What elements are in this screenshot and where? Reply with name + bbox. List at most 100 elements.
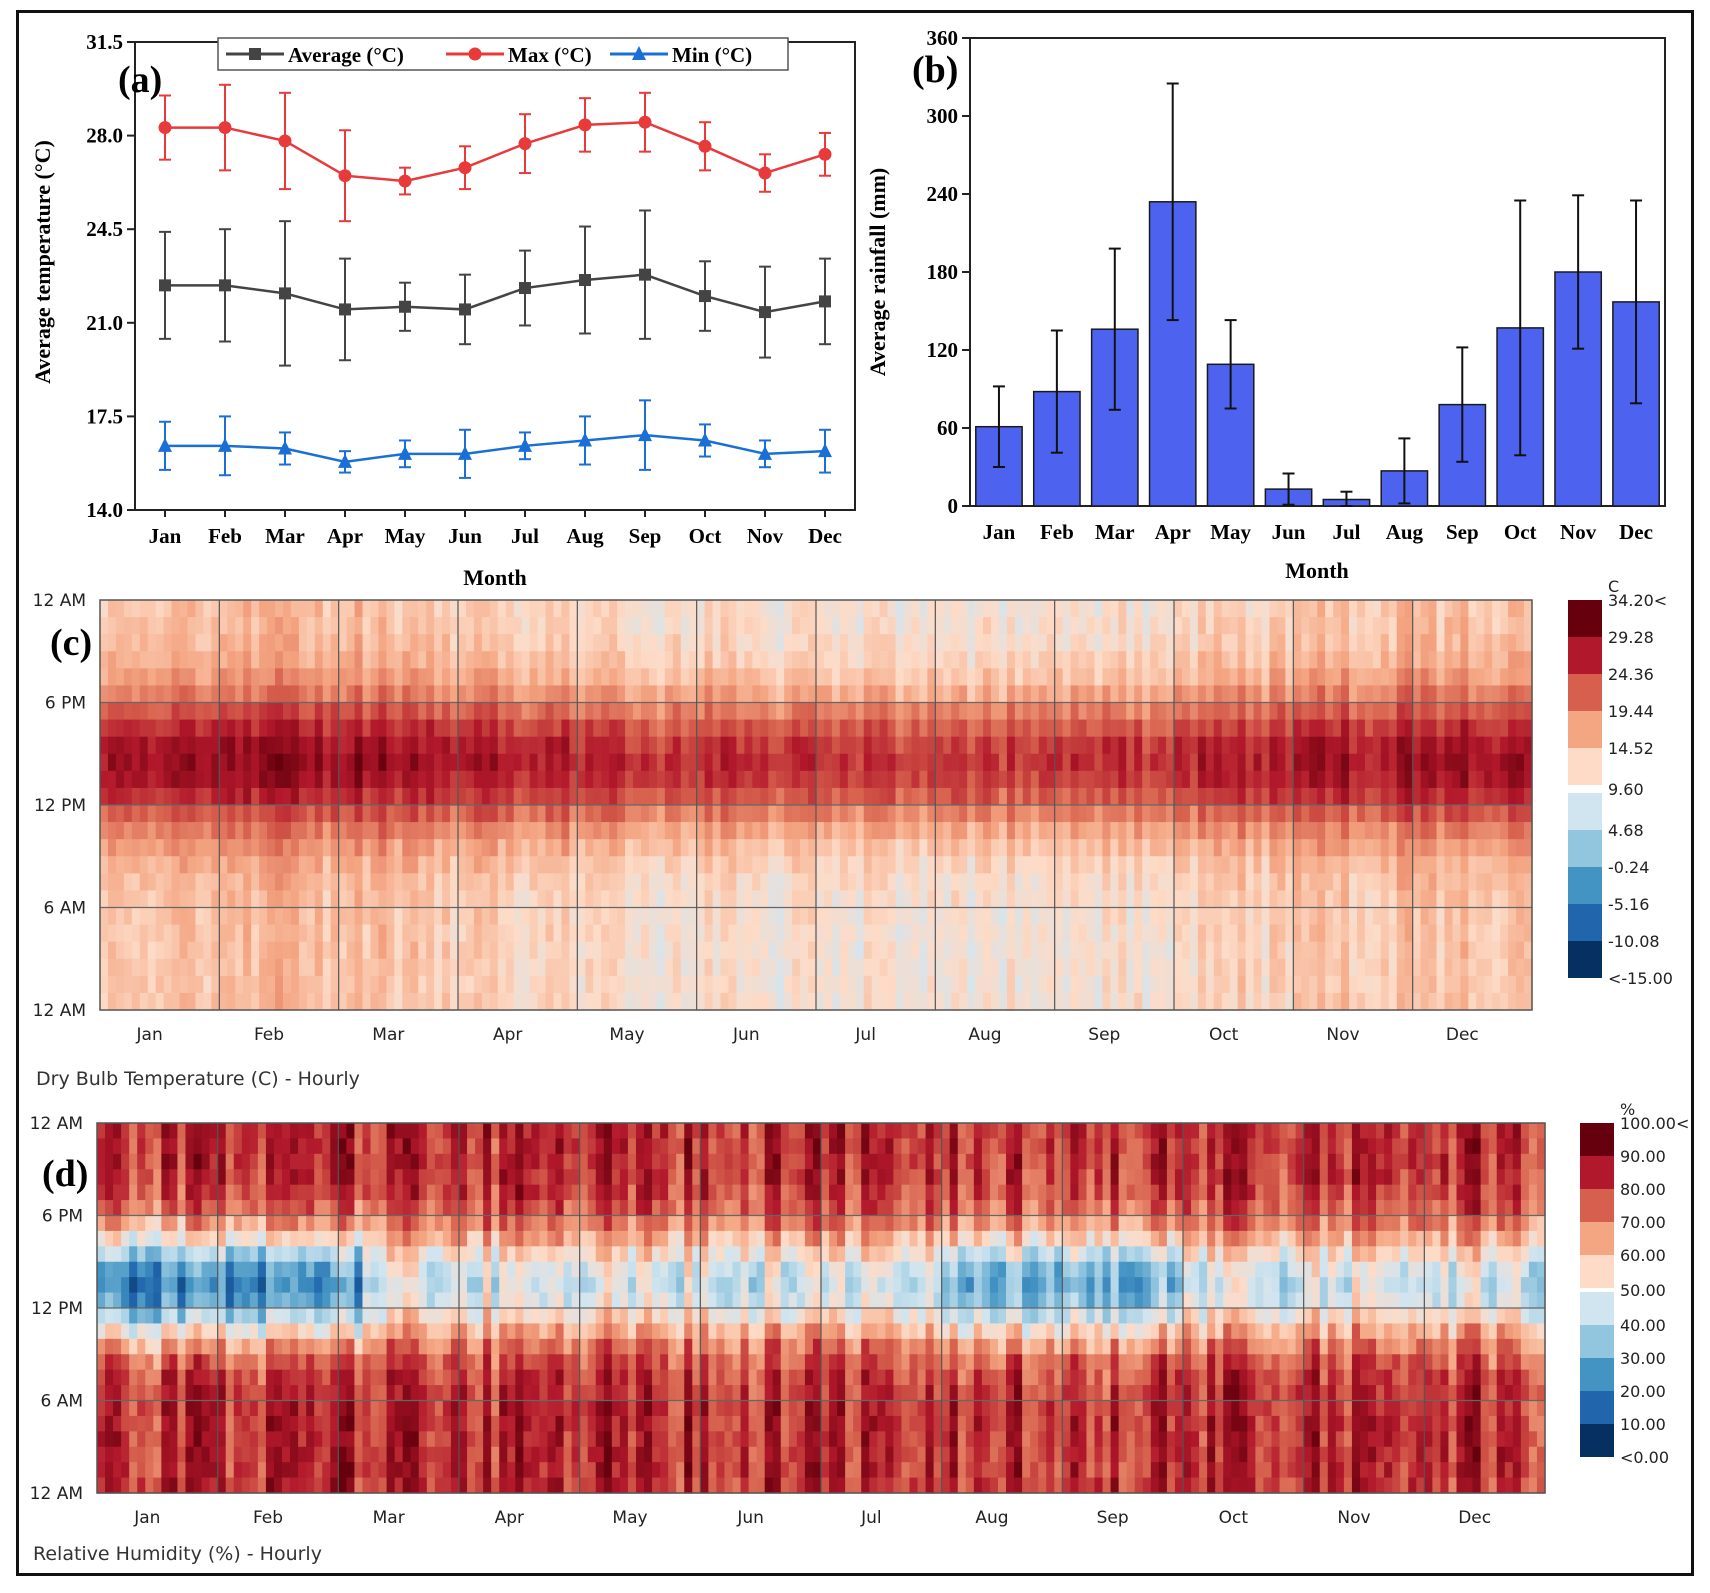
c-cell bbox=[998, 787, 1008, 806]
c-cell bbox=[211, 736, 220, 755]
c-cell bbox=[481, 907, 491, 926]
c-cell bbox=[1134, 805, 1143, 823]
c-colorbar-label: 14.52 bbox=[1608, 739, 1654, 758]
c-cell bbox=[147, 634, 157, 652]
c-cell bbox=[1452, 992, 1461, 1011]
c-cell bbox=[227, 941, 236, 960]
c-cell bbox=[895, 873, 905, 892]
c-cell bbox=[633, 685, 642, 704]
c-cell bbox=[609, 873, 618, 892]
c-cell bbox=[1126, 617, 1135, 635]
c-cell bbox=[1436, 992, 1446, 1011]
c-cell bbox=[1237, 787, 1247, 806]
c-cell bbox=[505, 856, 515, 874]
c-cell bbox=[1508, 736, 1517, 755]
c-cell bbox=[155, 907, 165, 926]
c-cell bbox=[776, 992, 785, 1011]
c-cell bbox=[640, 856, 650, 874]
c-ytick-label: 12 AM bbox=[33, 591, 86, 611]
c-cell bbox=[1516, 941, 1525, 960]
c-cell bbox=[792, 975, 801, 994]
d-cell bbox=[129, 1215, 138, 1232]
c-cell bbox=[688, 668, 698, 687]
c-cell bbox=[513, 975, 523, 994]
c-cell bbox=[282, 685, 292, 704]
c-cell bbox=[553, 805, 563, 823]
c-cell bbox=[1229, 975, 1239, 994]
c-cell bbox=[426, 924, 435, 943]
c-cell bbox=[951, 651, 960, 669]
c-cell bbox=[473, 890, 483, 909]
c-cell bbox=[155, 651, 165, 669]
c-cell bbox=[1404, 975, 1414, 994]
c-cell bbox=[1364, 617, 1374, 635]
c-cell bbox=[1205, 702, 1215, 721]
c-cell bbox=[1277, 685, 1286, 704]
c-cell bbox=[545, 685, 555, 704]
c-cell bbox=[1166, 805, 1175, 823]
c-cell bbox=[1134, 873, 1143, 892]
c-cell bbox=[1349, 941, 1358, 960]
c-cell bbox=[1181, 634, 1191, 652]
c-cell bbox=[1006, 668, 1016, 687]
c-cell bbox=[1452, 805, 1461, 823]
c-cell bbox=[752, 941, 761, 960]
d-cell bbox=[193, 1246, 203, 1263]
a-point bbox=[638, 115, 652, 129]
c-cell bbox=[959, 787, 968, 806]
c-cell bbox=[1396, 702, 1406, 721]
c-cell bbox=[370, 822, 380, 840]
c-cell bbox=[863, 787, 873, 806]
d-cell bbox=[97, 1446, 106, 1463]
c-cell bbox=[1404, 873, 1414, 892]
c-cell bbox=[354, 668, 364, 687]
c-cell bbox=[895, 822, 905, 840]
c-cell bbox=[975, 668, 984, 687]
c-cell bbox=[298, 600, 308, 618]
c-cell bbox=[115, 770, 125, 789]
c-cell bbox=[195, 651, 205, 669]
c-cell bbox=[823, 856, 833, 874]
b-xtick-label: May bbox=[1210, 520, 1251, 544]
c-cell bbox=[1285, 787, 1294, 806]
c-cell bbox=[1341, 719, 1350, 738]
c-cell bbox=[521, 736, 531, 755]
c-cell bbox=[1380, 992, 1390, 1011]
c-cell bbox=[919, 992, 928, 1011]
c-cell bbox=[1030, 839, 1040, 857]
d-cell bbox=[177, 1369, 187, 1386]
c-cell bbox=[1046, 753, 1056, 772]
c-ytick-label: 12 AM bbox=[33, 1001, 86, 1021]
c-cell bbox=[1014, 839, 1024, 857]
c-cell bbox=[410, 907, 419, 926]
c-cell bbox=[195, 770, 205, 789]
c-cell bbox=[243, 736, 252, 755]
c-cell bbox=[442, 907, 451, 926]
a-point bbox=[339, 303, 351, 316]
c-cell bbox=[1189, 805, 1199, 823]
d-cell bbox=[121, 1400, 130, 1417]
c-cell bbox=[139, 600, 149, 618]
c-cell bbox=[251, 924, 260, 943]
c-cell bbox=[1349, 651, 1358, 669]
d-cell bbox=[97, 1277, 106, 1294]
c-cell bbox=[1333, 753, 1342, 772]
c-cell bbox=[1325, 941, 1334, 960]
d-cell bbox=[145, 1415, 154, 1432]
c-cell bbox=[521, 702, 531, 721]
c-cell bbox=[1197, 600, 1207, 618]
c-cell bbox=[553, 617, 563, 635]
c-cell bbox=[609, 719, 618, 738]
c-cell bbox=[1428, 822, 1438, 840]
c-cell bbox=[275, 719, 284, 738]
c-cell bbox=[1301, 941, 1310, 960]
a-series-line bbox=[165, 433, 826, 464]
c-cell bbox=[1174, 924, 1183, 943]
c-cell bbox=[1492, 787, 1501, 806]
c-cell bbox=[195, 668, 205, 687]
c-cell bbox=[1349, 634, 1358, 652]
c-cell bbox=[1372, 753, 1382, 772]
c-cell bbox=[107, 992, 117, 1011]
c-cell bbox=[171, 651, 181, 669]
c-cell bbox=[458, 668, 467, 687]
